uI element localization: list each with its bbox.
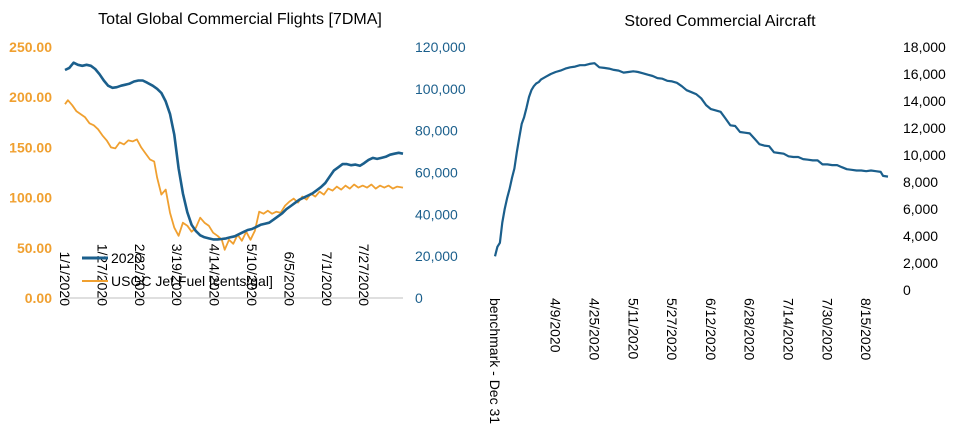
flights-x-tick-label: 5/10/2020: [244, 244, 260, 306]
stored-x-tick-label: 5/11/2020: [625, 298, 641, 359]
stored-right-tick-label: 4,000: [903, 228, 938, 244]
stored-x-tick-label: 7/14/2020: [781, 298, 797, 360]
legend-label-usgc-jet-fuel-cents-gal: USGC Jet Fuel [cents/gal]: [111, 273, 273, 289]
flights-x-tick-label: 3/19/2020: [169, 244, 185, 306]
flights-right-tick-label: 0: [415, 290, 423, 306]
flights-chart: 0.00 50.00 100.00 150.00 200.00 250.00 0 20,000…: [9, 39, 466, 306]
stored-x-tick-label: 5/27/2020: [664, 298, 680, 360]
flights-right-tick-label: 60,000: [415, 165, 458, 181]
flights-x-tick-label: 6/5/2020: [281, 252, 297, 307]
legend-label-2020: 2020: [111, 250, 142, 266]
stored-right-tick-label: 18,000: [903, 39, 946, 55]
flights-right-tick-label: 20,000: [415, 248, 458, 264]
stored-right-tick-label: 12,000: [903, 120, 946, 136]
stored-x-tick-label: 4/9/2020: [548, 298, 564, 353]
flights-left-tick-label: 250.00: [9, 39, 52, 55]
flights-left-tick-label: 150.00: [9, 139, 52, 155]
series-line-usgc-jet-fuel-cents-gal: [64, 99, 404, 251]
stored-right-tick-label: 2,000: [903, 255, 938, 271]
stored-x-tick-label: 8/15/2020: [858, 298, 874, 360]
flights-right-tick-label: 120,000: [415, 39, 466, 55]
stored-right-tick-label: 0: [903, 282, 911, 298]
flights-x-tick-label: 2/22/2020: [132, 244, 148, 306]
flights-x-tick-label: 1/1/2020: [57, 252, 73, 307]
stored-right-tick-label: 8,000: [903, 174, 938, 190]
stored-x-tick-label: 6/28/2020: [742, 298, 758, 360]
flights-x-tick-label: 7/27/2020: [356, 244, 372, 306]
stored-right-tick-label: 6,000: [903, 201, 938, 217]
chart-title-stored: Stored Commercial Aircraft: [624, 13, 816, 30]
flights-right-tick-label: 100,000: [415, 81, 466, 97]
stored-aircraft-chart: 0 2,000 4,000 6,000 8,000 10,000 12,000 14,000 1…: [487, 39, 946, 424]
flights-x-tick-label: 4/14/2020: [207, 244, 223, 306]
series-line-stored-aircraft: [493, 62, 889, 257]
stored-right-tick-label: 10,000: [903, 147, 946, 163]
flights-left-tick-label: 100.00: [9, 190, 52, 206]
flights-left-tick-label: 50.00: [17, 240, 52, 256]
stored-right-tick-label: 16,000: [903, 66, 946, 82]
stored-x-tick-label: 6/12/2020: [703, 298, 719, 360]
stored-right-tick-label: 14,000: [903, 93, 946, 109]
flights-right-tick-label: 80,000: [415, 123, 458, 139]
flights-x-tick-label: 7/1/2020: [319, 252, 335, 307]
stored-x-tick-label: benchmark - Dec 31: [487, 298, 503, 424]
flights-left-tick-label: 200.00: [9, 89, 52, 105]
series-line-2020: [64, 61, 404, 241]
chart-title-flights: Total Global Commercial Flights [7DMA]: [98, 11, 382, 28]
flights-x-tick-label: 1/27/2020: [94, 244, 110, 306]
stored-x-tick-label: 7/30/2020: [819, 298, 835, 360]
stored-x-tick-label: 4/25/2020: [586, 298, 602, 360]
flights-left-tick-label: 0.00: [25, 290, 52, 306]
flights-right-tick-label: 40,000: [415, 206, 458, 222]
